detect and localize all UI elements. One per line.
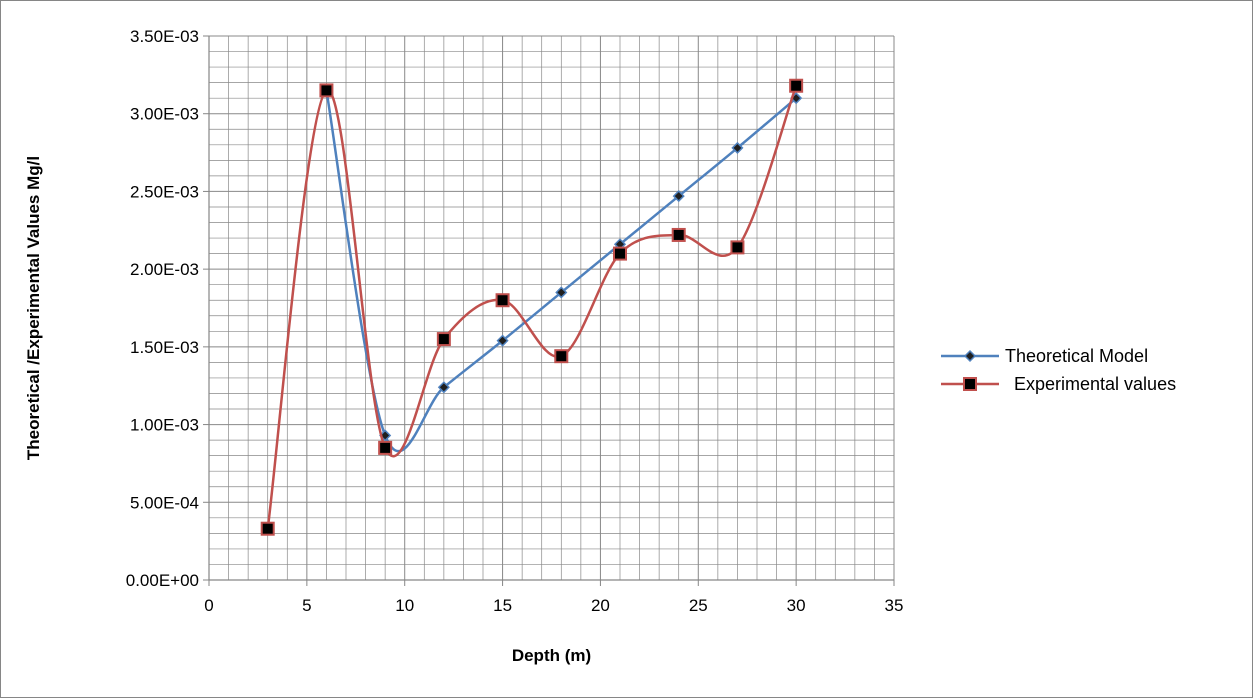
- data-point: [260, 521, 275, 536]
- y-axis-title: Theoretical /Experimental Values Mg/l: [24, 156, 43, 460]
- legend-label: Theoretical Model: [1005, 346, 1148, 366]
- data-point: [554, 349, 569, 364]
- plot-area: [209, 36, 894, 580]
- grid-lines: [208, 35, 895, 581]
- data-point: [437, 381, 450, 394]
- legend-marker: [963, 377, 977, 391]
- x-tick-label: 15: [493, 596, 512, 615]
- x-tick-label: 0: [204, 596, 213, 615]
- data-point: [613, 246, 627, 261]
- data-point: [671, 227, 686, 242]
- x-tick-label: 5: [302, 596, 311, 615]
- y-tick-label: 2.50E-03: [130, 182, 199, 201]
- y-tick-label: 1.50E-03: [130, 338, 199, 357]
- x-tick-label: 30: [787, 596, 806, 615]
- y-tick-label: 3.00E-03: [130, 105, 199, 124]
- data-point: [436, 332, 451, 347]
- y-tick-label: 5.00E-04: [130, 493, 199, 512]
- data-point: [672, 190, 685, 203]
- data-point: [378, 440, 393, 455]
- legend-label: Experimental values: [1014, 374, 1176, 394]
- data-point: [730, 240, 745, 255]
- x-axis-title: Depth (m): [512, 646, 591, 665]
- y-tick-label: 2.00E-03: [130, 260, 199, 279]
- x-tick-label: 25: [689, 596, 708, 615]
- x-tick-label: 20: [591, 596, 610, 615]
- data-point: [495, 293, 510, 308]
- y-tick-label: 0.00E+00: [126, 571, 199, 590]
- series-experimental: [260, 78, 804, 536]
- x-tick-label: 10: [395, 596, 414, 615]
- data-point: [319, 83, 334, 98]
- y-tick-label: 3.50E-03: [130, 27, 199, 46]
- data-point: [789, 78, 804, 93]
- legend-marker: [963, 349, 977, 363]
- axes: 0.00E+00 5.00E-04 1.00E-03 1.50E-03 2.00E-03…: [126, 27, 904, 615]
- data-point: [555, 286, 568, 299]
- data-point: [496, 334, 509, 347]
- legend: Theoretical Model Experimental values: [941, 346, 1176, 394]
- data-point: [731, 141, 744, 154]
- x-tick-label: 35: [885, 596, 904, 615]
- y-tick-label: 1.00E-03: [130, 416, 199, 435]
- series-layer: [260, 78, 804, 536]
